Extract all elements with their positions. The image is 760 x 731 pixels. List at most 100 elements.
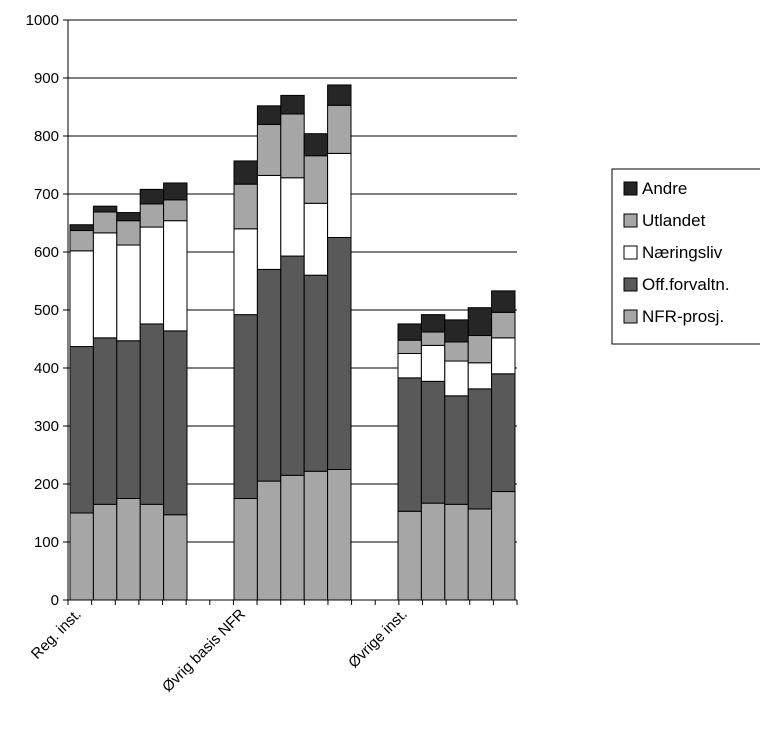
bar-segment-off-forvaltn	[491, 373, 516, 493]
bar-segment-næringsliv	[116, 244, 141, 342]
bar-segment-næringsliv	[69, 250, 94, 348]
bar-segment-andre	[303, 133, 329, 157]
bar-segment-off-forvaltn	[420, 380, 446, 504]
bar-segment-nfr-prosj	[69, 512, 94, 601]
axes	[63, 19, 518, 605]
bar-segment-andre	[139, 188, 165, 205]
bar-segment-næringsliv	[467, 362, 493, 390]
legend-label: NFR-prosj.	[642, 307, 724, 326]
bar-segment-nfr-prosj	[397, 510, 422, 601]
category-label: Øvrige inst.	[345, 606, 411, 672]
bar-segment-næringsliv	[397, 353, 422, 379]
y-tick-label: 0	[51, 592, 59, 609]
y-tick-label: 200	[34, 476, 59, 493]
bar-segment-næringsliv	[233, 228, 258, 316]
bar-segment-utlandet	[69, 230, 94, 252]
bar-segment-nfr-prosj	[256, 480, 282, 601]
bar-segment-nfr-prosj	[116, 498, 141, 601]
bar-segment-utlandet	[397, 339, 422, 355]
y-tick-label: 900	[34, 70, 59, 87]
bar-segment-utlandet	[116, 220, 141, 246]
bar-segment-andre	[397, 323, 422, 341]
bar-segment-andre	[467, 307, 493, 337]
bar-segment-andre	[69, 224, 94, 232]
bar-segment-næringsliv	[280, 177, 305, 257]
bar-segment-utlandet	[444, 341, 469, 362]
category-label: Øvrig basis NFR	[159, 606, 249, 696]
bar-segment-off-forvaltn	[139, 323, 165, 505]
bar-segment-næringsliv	[139, 226, 165, 325]
bar-segment-off-forvaltn	[303, 274, 329, 472]
bar-segment-utlandet	[327, 104, 352, 154]
bar-segment-nfr-prosj	[92, 503, 118, 601]
y-tick-labels: 0 100 200 300 400 500 600 700 800 900 1000	[26, 12, 59, 609]
y-tick-label: 100	[34, 534, 59, 551]
bar-segment-off-forvaltn	[163, 330, 188, 516]
bar-segment-andre	[444, 319, 469, 343]
bar-segment-næringsliv	[256, 174, 282, 270]
bar-segment-andre	[163, 182, 188, 201]
bar-segment-næringsliv	[420, 344, 446, 382]
bar-segment-nfr-prosj	[233, 498, 258, 601]
bar-segment-næringsliv	[327, 152, 352, 238]
legend-label: Utlandet	[642, 211, 706, 230]
bar-segment-utlandet	[256, 123, 282, 176]
bar-segment-andre	[327, 84, 352, 106]
bar-segment-off-forvaltn	[233, 314, 258, 500]
legend-swatch	[623, 181, 638, 196]
bar-segment-andre	[233, 160, 258, 185]
y-tick-label: 500	[34, 302, 59, 319]
y-tick-label: 600	[34, 244, 59, 261]
legend-label: Off.forvaltn.	[642, 275, 730, 294]
bar-segment-nfr-prosj	[491, 491, 516, 601]
bar-segment-utlandet	[491, 311, 516, 339]
bar-segment-off-forvaltn	[256, 268, 282, 482]
bar-segment-nfr-prosj	[420, 502, 446, 601]
bar-segment-off-forvaltn	[327, 237, 352, 470]
legend-swatch	[623, 213, 638, 228]
bar-segment-andre	[256, 105, 282, 125]
legend-swatch	[623, 245, 638, 260]
bar-segment-utlandet	[467, 335, 493, 364]
legend-label: Andre	[642, 179, 687, 198]
bar-segment-næringsliv	[491, 337, 516, 375]
bar-segment-næringsliv	[444, 360, 469, 397]
bar-segment-andre	[92, 205, 118, 213]
category-labels: Reg. inst. Øvrig basis NFR Øvrige inst.	[28, 606, 411, 696]
bar-segment-utlandet	[280, 113, 305, 179]
category-label: Reg. inst.	[28, 606, 85, 663]
bar-segment-nfr-prosj	[303, 470, 329, 601]
bars	[69, 84, 516, 601]
bar-segment-off-forvaltn	[280, 255, 305, 476]
bar-segment-nfr-prosj	[139, 503, 165, 601]
bar-segment-næringsliv	[163, 220, 188, 332]
bar-segment-off-forvaltn	[397, 377, 422, 512]
bar-segment-næringsliv	[92, 232, 118, 339]
bar-segment-off-forvaltn	[69, 346, 94, 514]
bar-segment-off-forvaltn	[92, 337, 118, 505]
bar-segment-off-forvaltn	[116, 340, 141, 499]
bar-segment-andre	[491, 290, 516, 313]
legend-swatch	[623, 309, 638, 324]
y-tick-label: 800	[34, 128, 59, 145]
y-tick-label: 400	[34, 360, 59, 377]
bar-segment-utlandet	[92, 211, 118, 234]
bar-segment-andre	[280, 94, 305, 115]
bar-segment-off-forvaltn	[444, 395, 469, 505]
legend-swatch	[623, 277, 638, 292]
bar-segment-andre	[420, 314, 446, 333]
y-tick-label: 300	[34, 418, 59, 435]
bar-segment-utlandet	[420, 331, 446, 346]
bar-segment-nfr-prosj	[327, 469, 352, 601]
bar-segment-nfr-prosj	[467, 508, 493, 601]
bar-segment-utlandet	[139, 203, 165, 228]
bar-segment-utlandet	[163, 199, 188, 222]
bar-segment-nfr-prosj	[280, 474, 305, 601]
bar-segment-næringsliv	[303, 202, 329, 276]
bar-segment-off-forvaltn	[467, 388, 493, 510]
bar-segment-nfr-prosj	[163, 514, 188, 601]
bar-segment-andre	[116, 212, 141, 222]
legend-label: Næringsliv	[642, 243, 723, 262]
legend: Andre Utlandet Næringsliv Off.forvaltn. NFR-…	[611, 168, 760, 345]
